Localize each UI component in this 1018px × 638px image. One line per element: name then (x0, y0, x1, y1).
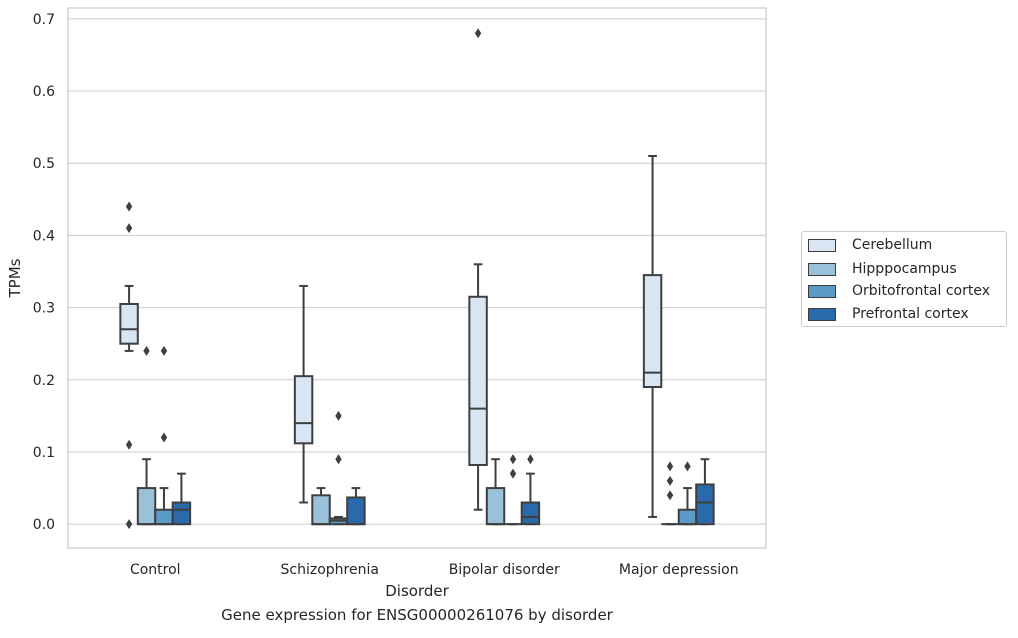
legend-label-orbitofrontal-cortex: Orbitofrontal cortex (852, 283, 990, 299)
outlier-point (666, 461, 674, 472)
outlier-point (666, 490, 674, 501)
outlier-point (160, 432, 168, 443)
outlier-point (143, 345, 150, 356)
legend-item-orbitofrontal-cortex: Orbitofrontal cortex (808, 282, 990, 300)
legend-label-cerebellum: Cerebellum (852, 237, 933, 253)
outlier-point (335, 410, 342, 421)
y-tick-label: 0.4 (33, 228, 55, 244)
box-hipppocampus-schizophrenia (311, 487, 331, 526)
box-prefrontal-cortex-schizophrenia (346, 487, 366, 526)
legend-swatch-cerebellum (808, 238, 836, 252)
box-prefrontal-cortex-major-depression (695, 458, 715, 526)
outlier-point (666, 475, 674, 486)
outlier-point (509, 468, 517, 479)
box-iqr (136, 487, 157, 526)
y-tick-label: 0.7 (33, 12, 55, 28)
box-cerebellum-schizophrenia (293, 284, 314, 504)
outlier-point (684, 461, 691, 472)
outlier-point (474, 28, 482, 39)
x-tick-label: Control (130, 562, 181, 578)
y-tick-label: 0.5 (33, 156, 55, 172)
box-hipppocampus-control (136, 345, 157, 526)
box-iqr (293, 375, 314, 445)
box-orbitofrontal-cortex-bipolar-disorder (504, 454, 522, 526)
outlier-point (125, 201, 133, 212)
box-cerebellum-bipolar-disorder (468, 28, 488, 511)
box-iqr (677, 508, 698, 526)
box-iqr (171, 501, 192, 526)
legend-swatch-prefrontal-cortex (808, 307, 836, 321)
y-axis-label: TPMs (6, 258, 24, 298)
box-iqr (642, 274, 663, 389)
x-tick-label: Bipolar disorder (449, 562, 560, 578)
box-cerebellum-control (119, 201, 139, 530)
y-tick-label: 0.1 (33, 445, 55, 461)
y-tick-label: 0.2 (33, 373, 55, 389)
box-orbitofrontal-cortex-control (154, 345, 174, 526)
box-iqr (311, 494, 331, 526)
figure-caption: Gene expression for ENSG00000261076 by d… (221, 606, 613, 624)
boxes-layer (119, 28, 715, 530)
plot-frame (67, 7, 767, 549)
x-axis-label: Disorder (385, 582, 449, 600)
legend-label-prefrontal-cortex: Prefrontal cortex (852, 306, 969, 322)
y-tick-label: 0.6 (33, 84, 55, 100)
box-prefrontal-cortex-control (171, 472, 192, 526)
y-tick-label: 0.0 (33, 517, 55, 533)
box-iqr (485, 487, 506, 526)
axes-layer: 0.0 0.1 0.2 0.3 0.4 0.5 0.6 0.7 Control Schizophr… (6, 7, 767, 600)
y-tick-label: 0.3 (33, 301, 55, 317)
outlier-point (125, 223, 133, 234)
box-prefrontal-cortex-bipolar-disorder (520, 454, 541, 526)
outlier-point (160, 345, 168, 356)
outlier-point (509, 454, 517, 465)
outlier-point (335, 454, 342, 465)
box-orbitofrontal-cortex-schizophrenia (328, 410, 349, 526)
box-iqr (154, 508, 174, 526)
legend-swatch-hipppocampus (808, 262, 836, 276)
legend-item-hipppocampus: Hipppocampus (808, 260, 957, 278)
box-iqr (468, 295, 488, 466)
legend-swatch-orbitofrontal-cortex (808, 284, 836, 298)
box-hipppocampus-bipolar-disorder (485, 458, 506, 526)
legend-item-cerebellum: Cerebellum (808, 236, 932, 254)
legend-label-hipppocampus: Hipppocampus (852, 261, 957, 277)
box-cerebellum-major-depression (642, 154, 663, 518)
legend-item-prefrontal-cortex: Prefrontal cortex (808, 305, 969, 323)
outlier-point (125, 519, 133, 530)
x-tick-label: Major depression (619, 562, 739, 578)
outlier-point (125, 439, 133, 450)
outlier-point (527, 454, 534, 465)
box-iqr (520, 501, 541, 526)
box-iqr (695, 483, 715, 526)
box-iqr (119, 302, 139, 345)
legend: Cerebellum Hipppocampus Orbitofrontal co… (801, 231, 1007, 327)
x-tick-label: Schizophrenia (281, 562, 379, 578)
box-iqr (346, 496, 366, 526)
box-hipppocampus-major-depression (661, 461, 679, 526)
